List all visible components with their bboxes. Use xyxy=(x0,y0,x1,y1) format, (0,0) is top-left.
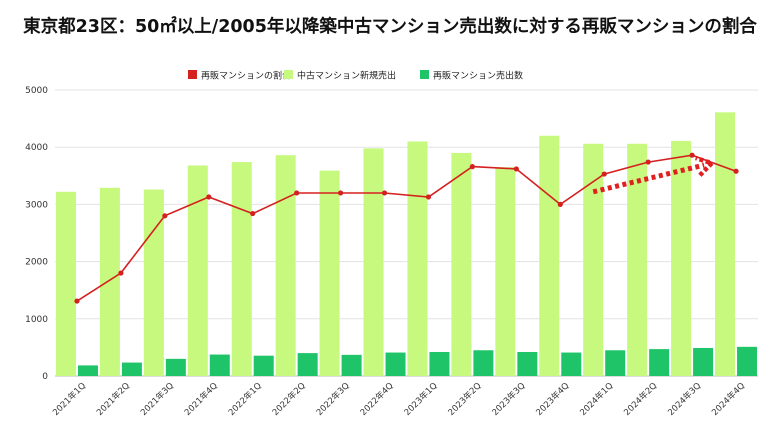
bar-new-listings xyxy=(99,187,120,376)
ratio-point xyxy=(469,164,476,170)
x-tick-label: 2023年3Q xyxy=(490,380,528,418)
bar-resale xyxy=(253,355,274,376)
bar-resale xyxy=(473,350,494,376)
bar-resale xyxy=(77,365,98,376)
bar-resale xyxy=(737,346,758,376)
bar-new-listings xyxy=(407,141,428,376)
x-tick-label: 2022年2Q xyxy=(270,380,308,418)
y-tick-label: 4000 xyxy=(25,143,48,153)
ratio-point xyxy=(294,190,300,196)
bar-new-listings xyxy=(143,189,164,376)
ratio-point xyxy=(74,298,80,304)
trend-arrow xyxy=(592,155,717,195)
bar-new-listings xyxy=(671,140,692,376)
x-tick-label: 2023年4Q xyxy=(534,380,572,418)
bar-new-listings xyxy=(363,148,384,376)
x-tick-label: 2022年1Q xyxy=(226,380,264,418)
y-tick-label: 1000 xyxy=(25,315,48,325)
ratio-point xyxy=(337,190,344,196)
ratio-point xyxy=(601,171,607,177)
y-tick-label: 3000 xyxy=(25,200,48,210)
bar-resale xyxy=(517,351,538,376)
x-tick-label: 2021年3Q xyxy=(138,380,176,418)
y-tick-label: 0 xyxy=(42,372,48,382)
bar-new-listings xyxy=(539,135,560,376)
x-tick-label: 2023年1Q xyxy=(402,380,440,418)
y-tick-label: 5000 xyxy=(25,86,48,96)
x-tick-label: 2022年4Q xyxy=(358,380,396,418)
ratio-point xyxy=(513,166,519,172)
bar-new-listings xyxy=(627,143,648,376)
bar-resale xyxy=(297,353,318,376)
trend-arrow-head xyxy=(695,155,717,177)
bar-new-listings xyxy=(187,165,208,376)
x-tick-label: 2021年1Q xyxy=(50,380,88,418)
legend: 再販マンションの割合 中古マンション新規売出 再販マンション売出数 xyxy=(188,70,523,82)
ratio-point xyxy=(733,168,739,174)
x-axis: 2021年1Q 2021年2Q 2021年3Q 2021年4Q 2022年1Q 2022年… xyxy=(50,380,747,418)
bars xyxy=(55,112,758,377)
ratio-point xyxy=(425,194,432,200)
bar-new-listings xyxy=(715,112,736,377)
bar-new-listings xyxy=(231,162,252,376)
bar-new-listings xyxy=(319,170,340,376)
bar-resale xyxy=(605,350,626,376)
ratio-point xyxy=(162,213,168,219)
bar-new-listings xyxy=(583,143,604,376)
legend-swatch-resale xyxy=(420,70,429,79)
x-tick-label: 2024年4Q xyxy=(710,380,748,418)
bar-resale xyxy=(385,352,406,376)
bar-new-listings xyxy=(495,167,516,376)
ratio-point xyxy=(206,194,212,200)
legend-label-ratio: 再販マンションの割合 xyxy=(201,70,291,82)
x-tick-label: 2021年4Q xyxy=(182,380,220,418)
bar-new-listings xyxy=(451,152,472,376)
bar-resale xyxy=(561,352,582,376)
legend-swatch-listings xyxy=(284,70,293,79)
ratio-point xyxy=(250,210,256,217)
y-axis: 0 1000 2000 3000 4000 5000 xyxy=(25,86,48,382)
legend-label-listings: 中古マンション新規売出 xyxy=(297,70,396,82)
bar-resale xyxy=(121,362,142,376)
y-tick-label: 2000 xyxy=(25,258,48,268)
x-tick-label: 2022年3Q xyxy=(314,380,352,418)
bar-new-listings xyxy=(55,191,76,376)
x-tick-label: 2024年1Q xyxy=(578,380,616,418)
ratio-point xyxy=(689,152,695,158)
ratio-point xyxy=(557,201,563,207)
chart-title: 東京都23区：50㎡以上/2005年以降築中古マンション売出数に対する再販マンシ… xyxy=(23,16,757,37)
x-tick-label: 2023年2Q xyxy=(446,380,484,418)
bar-resale xyxy=(429,351,450,376)
x-tick-label: 2024年3Q xyxy=(666,380,704,418)
bar-resale xyxy=(649,349,670,376)
bar-new-listings xyxy=(275,155,296,376)
bar-resale xyxy=(341,354,362,376)
ratio-line-path xyxy=(76,154,737,302)
ratio-point xyxy=(381,190,388,196)
legend-label-resale: 再販マンション売出数 xyxy=(433,70,523,82)
bar-resale xyxy=(209,354,230,376)
bar-resale xyxy=(165,358,186,376)
ratio-point xyxy=(645,159,651,165)
bar-resale xyxy=(693,347,714,376)
ratio-line xyxy=(74,152,739,304)
ratio-point xyxy=(118,270,124,276)
x-tick-label: 2024年2Q xyxy=(622,380,660,418)
legend-swatch-ratio xyxy=(188,70,197,79)
x-tick-label: 2021年2Q xyxy=(94,380,132,418)
